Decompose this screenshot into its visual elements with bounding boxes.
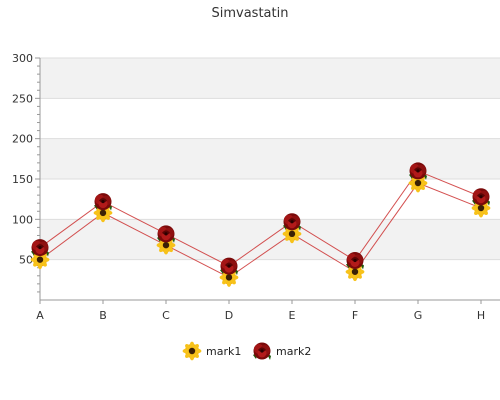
legend-label-mark2: mark2 bbox=[276, 345, 311, 358]
plot-band bbox=[40, 138, 500, 179]
plot-band bbox=[40, 58, 500, 99]
x-tick-label: G bbox=[414, 309, 423, 322]
x-tick-label: F bbox=[352, 309, 358, 322]
series-line-mark1 bbox=[39, 182, 482, 278]
legend-rose-icon bbox=[253, 342, 271, 360]
y-tick-label: 50 bbox=[19, 254, 33, 267]
x-tick-label: C bbox=[162, 309, 170, 322]
y-tick-label: 150 bbox=[12, 173, 33, 186]
plot-background bbox=[40, 57, 500, 261]
legend-label-mark1: mark1 bbox=[206, 345, 241, 358]
x-tick-label: B bbox=[99, 309, 107, 322]
x-tick-label: D bbox=[225, 309, 233, 322]
x-axis: A B C D E F G H bbox=[36, 299, 500, 322]
plot-band bbox=[40, 219, 500, 260]
legend-sunflower-icon bbox=[182, 341, 202, 361]
y-tick-label: 250 bbox=[12, 92, 33, 105]
series-lines bbox=[39, 170, 482, 278]
chart-title: Simvastatin bbox=[212, 6, 289, 21]
legend: mark1 mark2 bbox=[182, 341, 311, 361]
x-tick-label: E bbox=[289, 309, 296, 322]
y-tick-label: 300 bbox=[12, 52, 33, 65]
y-tick-label: 200 bbox=[12, 133, 33, 146]
series-line-mark2 bbox=[39, 170, 482, 267]
x-tick-label: A bbox=[36, 309, 44, 322]
y-tick-label: 100 bbox=[12, 213, 33, 226]
x-tick-label: H bbox=[477, 309, 485, 322]
